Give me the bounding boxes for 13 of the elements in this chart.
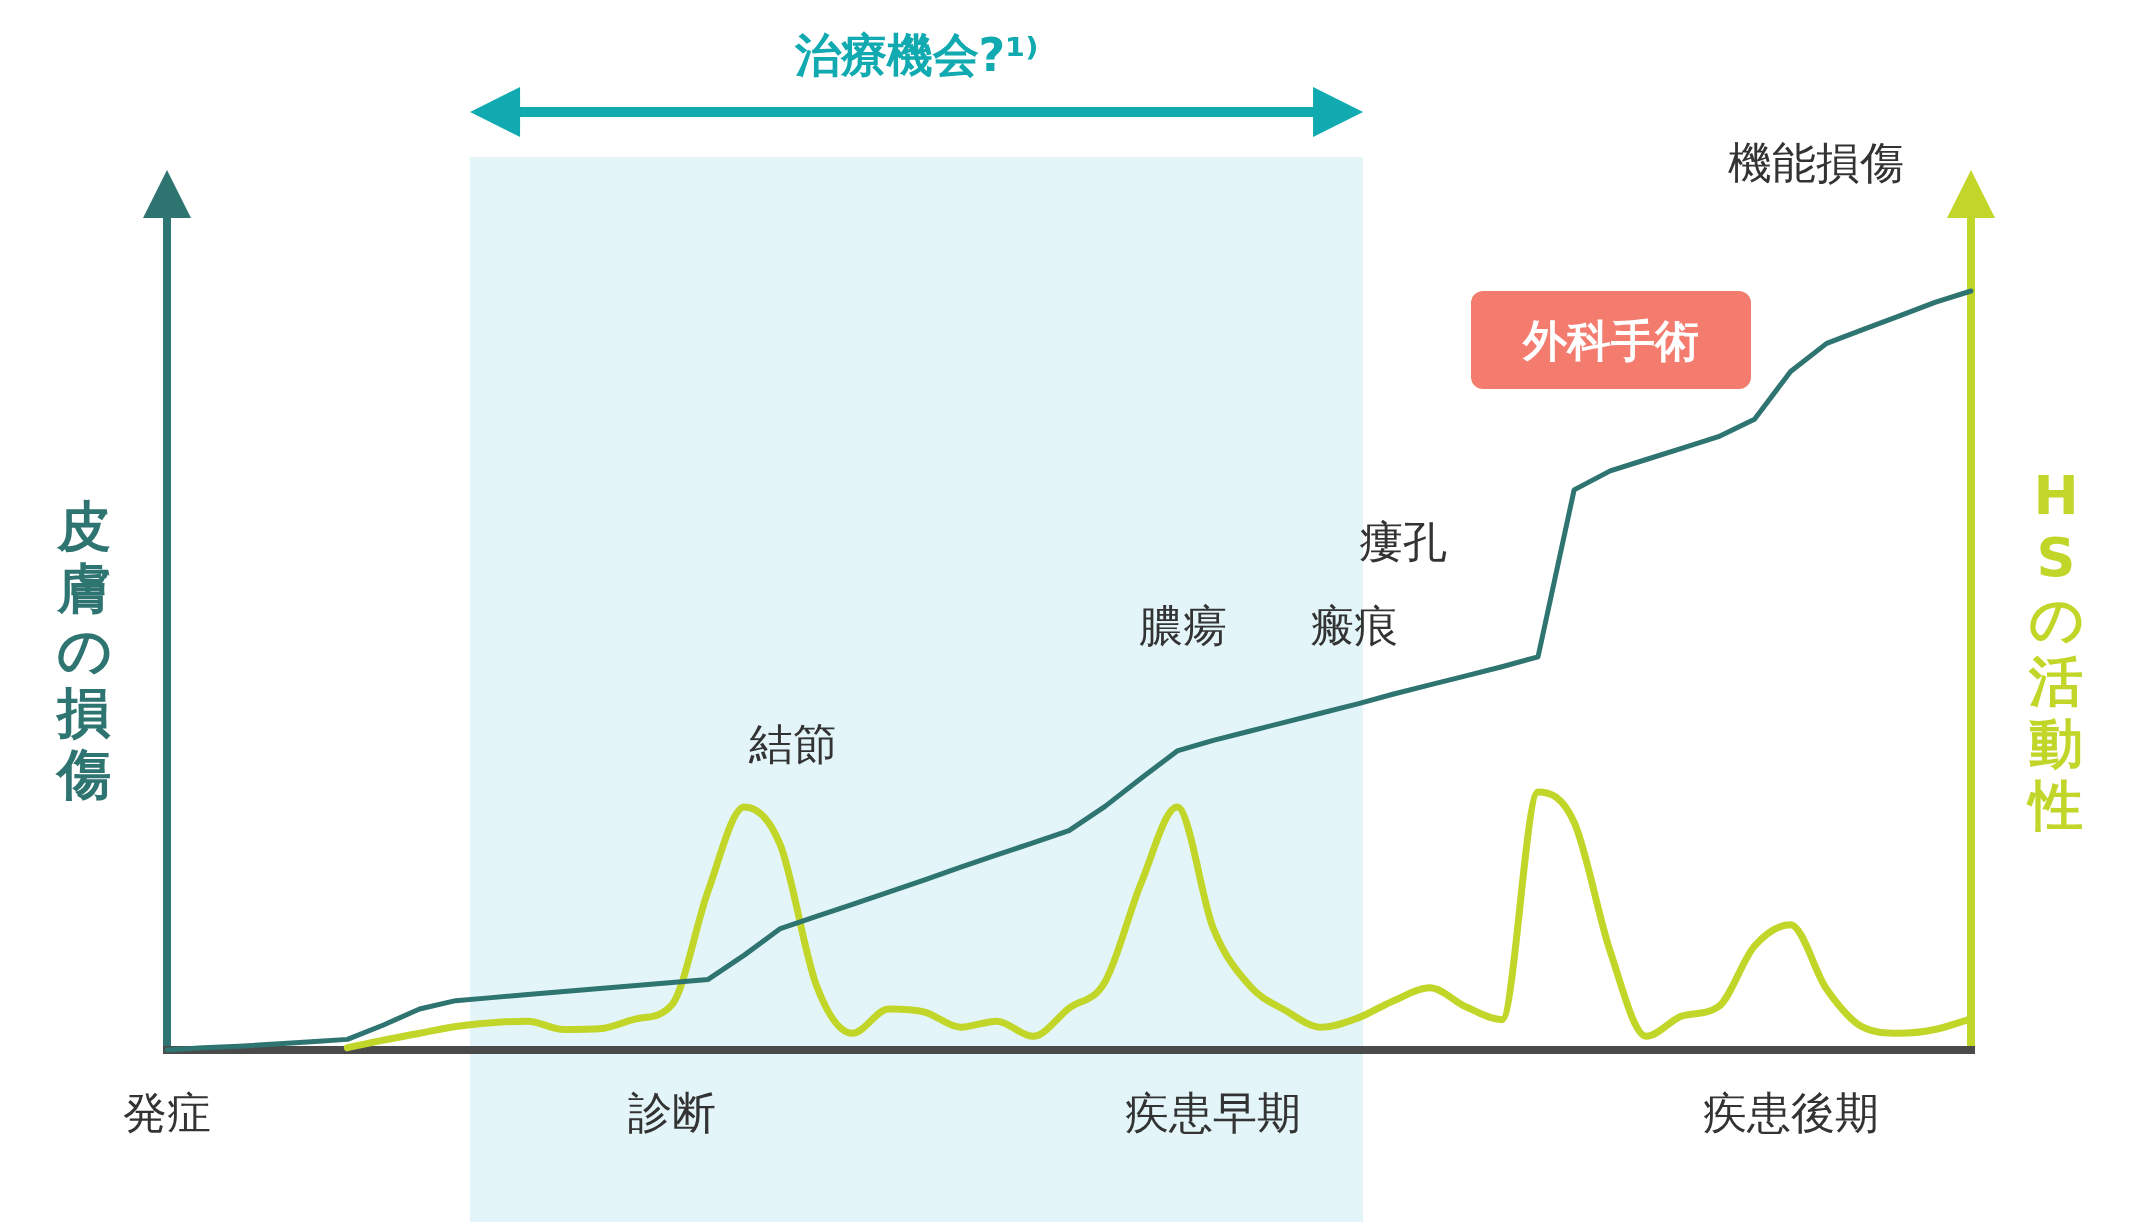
x-tick-label: 疾患後期 (1702, 1086, 1879, 1138)
annotation: 膿瘍 (1139, 599, 1227, 651)
x-tick-label: 発症 (123, 1086, 211, 1138)
text: 機能損傷 (1728, 136, 1904, 188)
annotation: 外科手術 (1521, 314, 1699, 366)
annotation: 瘻孔 (1359, 515, 1447, 567)
y2-axis-title: HSの活動性 (2026, 463, 2084, 837)
y-axis-title: 皮膚の損傷 (55, 494, 112, 806)
x-tick-label: 疾患早期 (1125, 1086, 1302, 1138)
annotation: 結節 (748, 717, 837, 769)
annotation: 瘢痕 (1310, 599, 1398, 651)
chart-title: 治療機会?¹⁾ (793, 28, 1039, 82)
x-tick-label: 診断 (628, 1086, 717, 1138)
